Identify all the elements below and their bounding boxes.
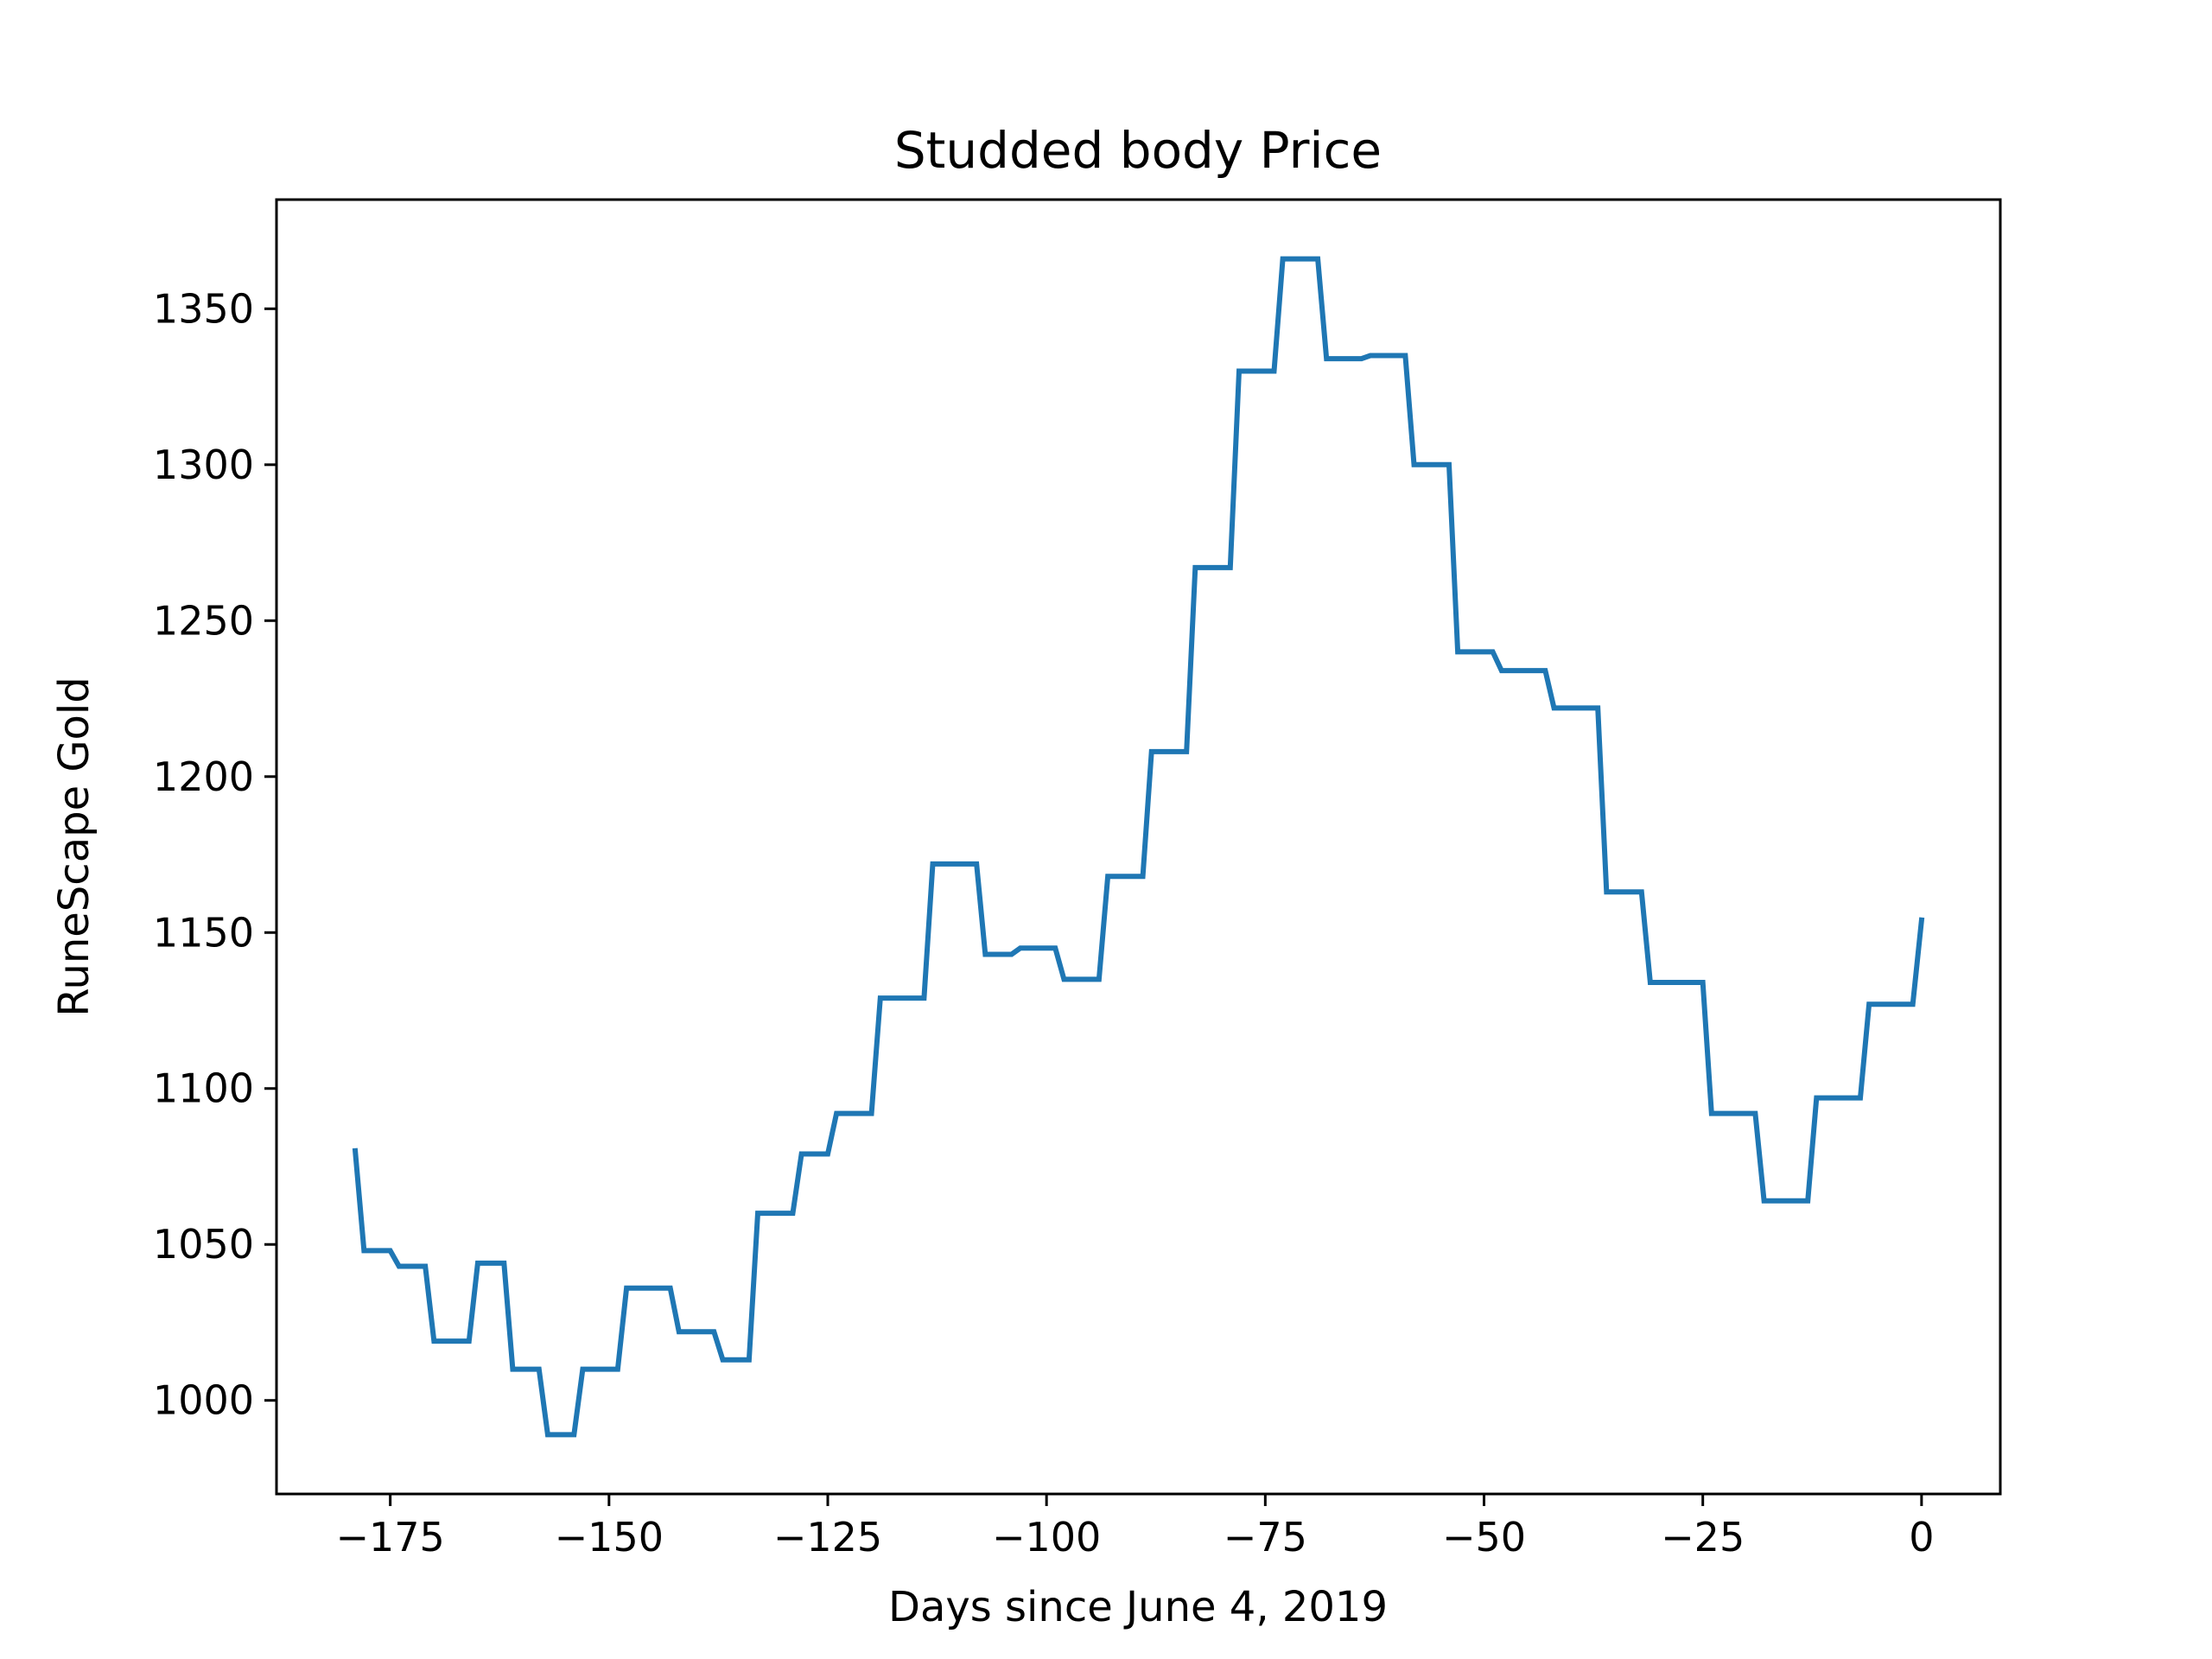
x-tick-label: −175 — [335, 1514, 444, 1560]
series-line-0 — [352, 256, 1925, 1438]
y-tick-label: 1300 — [153, 442, 254, 488]
plot-frame — [275, 198, 2002, 1496]
y-axis-title: RuneScape Gold — [50, 677, 99, 1016]
y-tick-label: 1250 — [153, 597, 254, 644]
x-tick-label: −25 — [1661, 1514, 1745, 1560]
y-tick-label: 1000 — [153, 1377, 254, 1424]
x-axis-title: Days since June 4, 2019 — [888, 1583, 1388, 1631]
y-tick-label: 1100 — [153, 1065, 254, 1112]
y-tick-label: 1050 — [153, 1221, 254, 1268]
x-tick-label: −50 — [1442, 1514, 1526, 1560]
y-tick-label: 1200 — [153, 753, 254, 800]
x-axis: −175 −150 −125 −100 −75 −50 −25 0 — [335, 1494, 1934, 1560]
y-tick-label: 1150 — [153, 909, 254, 956]
y-axis: 1000 1050 1100 1150 1200 1250 1300 1350 — [153, 285, 276, 1424]
x-tick-label: −100 — [992, 1514, 1101, 1560]
x-tick-label: 0 — [1909, 1514, 1934, 1560]
series-layer — [352, 256, 1925, 1438]
x-tick-label: −125 — [773, 1514, 882, 1560]
x-tick-label: −75 — [1224, 1514, 1307, 1560]
chart-title: Studded body Price — [894, 121, 1382, 180]
y-tick-label: 1350 — [153, 285, 254, 332]
x-tick-label: −150 — [555, 1514, 664, 1560]
